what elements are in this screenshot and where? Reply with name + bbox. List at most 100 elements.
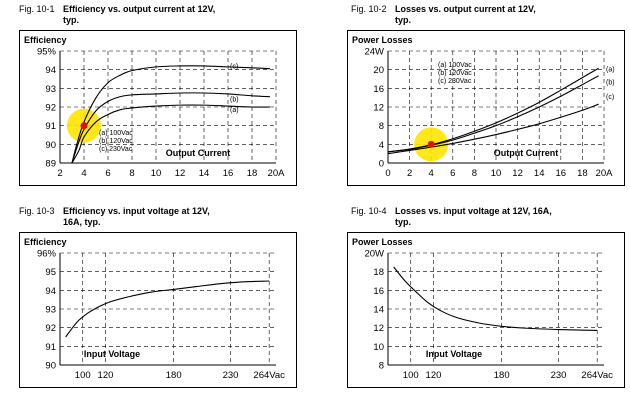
x-tick-label: 100 bbox=[403, 370, 419, 381]
x-tick-label: 2 bbox=[57, 168, 62, 179]
operating-point-marker bbox=[80, 122, 88, 130]
y-tick-label: 89 bbox=[45, 159, 56, 170]
y-tick-label: 90 bbox=[45, 361, 56, 372]
figure-number: Fig. 10-3 bbox=[19, 206, 55, 216]
y-tick-label: 91 bbox=[45, 121, 56, 132]
figure-number: Fig. 10-4 bbox=[351, 206, 387, 216]
legend-entry: (a) 100Vac bbox=[438, 62, 472, 69]
y-tick-label: 18 bbox=[373, 267, 384, 278]
legend-entry: (b) 120Vac bbox=[99, 138, 133, 145]
losses-vs-voltage-chart: 100 120 180 230 264Vac 8 10 12 14 16 18 20W Power Lo… bbox=[352, 237, 613, 381]
figure-header: Fig. 10-4 Losses vs. input voltage at 12V… bbox=[351, 206, 552, 228]
y-tick-label: 12 bbox=[373, 103, 384, 114]
y-tick-label: 20 bbox=[373, 65, 384, 76]
x-tick-label: 8 bbox=[129, 168, 134, 179]
figure-title-line1: Losses vs. input voltage at 12V, 16A, bbox=[395, 206, 552, 216]
x-tick-label: 4 bbox=[81, 168, 86, 179]
x-tick-label: 16 bbox=[556, 168, 567, 179]
operating-point-marker bbox=[427, 140, 435, 148]
y-tick-label: 16 bbox=[373, 286, 384, 297]
x-tick-label: 18 bbox=[577, 168, 588, 179]
x-tick-label: 120 bbox=[426, 370, 442, 381]
x-tick-label: 6 bbox=[105, 168, 110, 179]
legend-entry: (c) 230Vac bbox=[438, 78, 472, 85]
x-axis-title: Input Voltage bbox=[84, 349, 140, 359]
y-axis-title: Efficiency bbox=[24, 237, 67, 247]
x-tick-label: 18 bbox=[247, 168, 258, 179]
y-tick-label: 94 bbox=[45, 65, 56, 76]
series-line-2 bbox=[387, 75, 599, 153]
x-axis-title: Output Current bbox=[166, 148, 231, 158]
y-tick-label: 14 bbox=[373, 305, 384, 316]
x-tick-label: 180 bbox=[494, 370, 510, 381]
x-tick-label: 8 bbox=[472, 168, 477, 179]
figure-title-line1: Efficiency vs. input voltage at 12V, bbox=[63, 206, 210, 216]
chart-frame: (a) (b) (c) (a) 100Vac (b) 120Vac (c) 230Vac 0… bbox=[347, 30, 625, 186]
chart-frame: 100 120 180 230 264Vac 90 91 92 93 94 95 96% Efficie… bbox=[19, 232, 297, 388]
x-tick-label: 20A bbox=[596, 168, 614, 179]
efficiency-vs-voltage-chart: 100 120 180 230 264Vac 90 91 92 93 94 95 96% Efficie… bbox=[24, 237, 285, 381]
x-tick-label: 100 bbox=[75, 370, 91, 381]
y-tick-label: 96% bbox=[37, 249, 57, 260]
losses-vs-current-chart: (a) (b) (c) (a) 100Vac(b) 120Vac(c) 230Vac 0… bbox=[352, 35, 615, 179]
y-tick-label: 12 bbox=[373, 323, 384, 334]
x-tick-label: 2 bbox=[407, 168, 412, 179]
figure-10-2: Fig. 10-2 Losses vs. output current at 12… bbox=[315, 0, 630, 206]
y-tick-label: 95% bbox=[37, 47, 57, 58]
figure-title-line2: typ. bbox=[395, 217, 412, 227]
x-tick-label: 0 bbox=[385, 168, 390, 179]
y-tick-label: 4 bbox=[379, 140, 384, 151]
series-line-3 bbox=[387, 103, 599, 155]
figure-title-line2: typ. bbox=[395, 15, 412, 25]
efficiency-vs-current-chart: (a) (b) (c) (a) 100Vac(b) 120Vac(c) 230Vac 2… bbox=[24, 35, 286, 179]
x-tick-label: 12 bbox=[512, 168, 523, 179]
figure-10-3: Fig. 10-3 Efficiency vs. input voltage at… bbox=[0, 206, 315, 412]
y-tick-label: 16 bbox=[373, 84, 384, 95]
y-tick-label: 24W bbox=[364, 47, 384, 58]
y-tick-label: 92 bbox=[45, 323, 56, 334]
series-line-1 bbox=[65, 280, 270, 338]
y-tick-label: 93 bbox=[45, 84, 56, 95]
figure-header: Fig. 10-2 Losses vs. output current at 12… bbox=[351, 4, 536, 26]
series-end-label: (b) bbox=[230, 97, 239, 104]
series-line-2 bbox=[71, 92, 271, 164]
y-tick-label: 10 bbox=[373, 342, 384, 353]
x-tick-label: 6 bbox=[450, 168, 455, 179]
series-end-label: (c) bbox=[230, 64, 238, 71]
y-tick-label: 8 bbox=[379, 361, 384, 372]
y-tick-label: 91 bbox=[45, 342, 56, 353]
x-tick-label: 14 bbox=[199, 168, 210, 179]
x-tick-label: 264Vac bbox=[581, 370, 613, 381]
series-line-1 bbox=[71, 104, 271, 164]
x-tick-label: 12 bbox=[175, 168, 186, 179]
series-line-1 bbox=[393, 266, 598, 332]
series-end-label: (b) bbox=[606, 80, 615, 87]
figure-header: Fig. 10-3 Efficiency vs. input voltage at… bbox=[19, 206, 210, 228]
y-tick-label: 90 bbox=[45, 140, 56, 151]
x-axis-title: Output Current bbox=[494, 148, 559, 158]
y-tick-label: 0 bbox=[379, 159, 384, 170]
x-tick-label: 180 bbox=[166, 370, 182, 381]
figure-title-line1: Losses vs. output current at 12V, bbox=[395, 4, 536, 14]
series-line-3 bbox=[71, 65, 271, 164]
x-tick-label: 16 bbox=[223, 168, 234, 179]
legend-entry: (c) 230Vac bbox=[99, 146, 133, 153]
x-tick-label: 264Vac bbox=[253, 370, 285, 381]
chart-frame: 100 120 180 230 264Vac 8 10 12 14 16 18 20W Power Lo… bbox=[347, 232, 625, 388]
y-tick-label: 8 bbox=[379, 121, 384, 132]
chart-frame: (a) (b) (c) (a) 100Vac (b) 120Vac (c) 230Vac 2… bbox=[19, 30, 297, 186]
figure-10-1: Fig. 10-1 Efficiency vs. output current a… bbox=[0, 0, 315, 206]
figure-10-4: Fig. 10-4 Losses vs. input voltage at 12V… bbox=[315, 206, 630, 412]
figure-header: Fig. 10-1 Efficiency vs. output current a… bbox=[19, 4, 215, 26]
y-tick-label: 95 bbox=[45, 267, 56, 278]
legend-entry: (b) 120Vac bbox=[438, 70, 472, 77]
series-end-label: (a) bbox=[230, 107, 239, 114]
x-tick-label: 4 bbox=[429, 168, 434, 179]
y-axis-title: Efficiency bbox=[24, 35, 67, 45]
y-axis-title: Power Losses bbox=[352, 237, 413, 247]
legend-entry: (a) 100Vac bbox=[99, 130, 133, 137]
figure-number: Fig. 10-2 bbox=[351, 4, 387, 14]
figure-title-line2: typ. bbox=[63, 15, 80, 25]
x-tick-label: 230 bbox=[223, 370, 239, 381]
x-tick-label: 20A bbox=[268, 168, 286, 179]
